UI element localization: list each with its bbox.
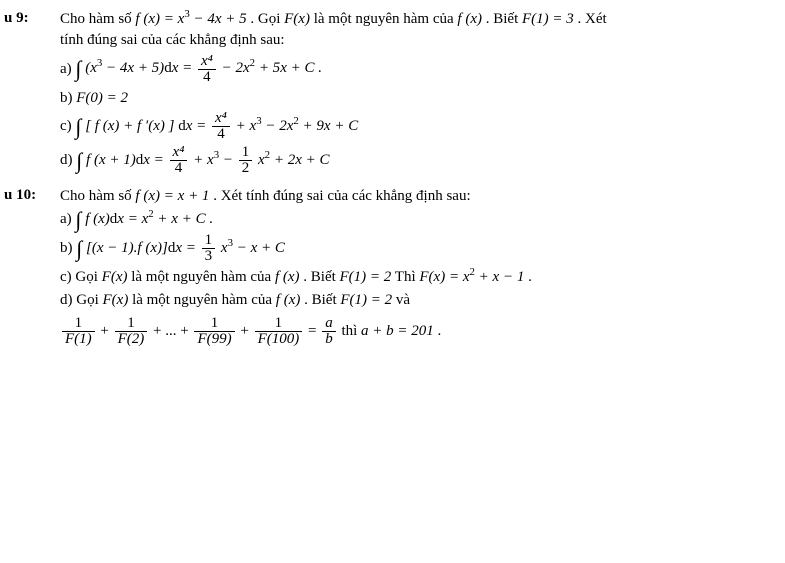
text: .: [528, 269, 532, 285]
fraction: 1F(100): [255, 316, 303, 347]
fraction: x⁴4: [170, 145, 188, 176]
result: a + b = 201: [361, 323, 434, 339]
equals: =: [308, 323, 320, 339]
q10-option-d-line1: d) Gọi F(x) là một nguyên hàm của f (x) …: [60, 290, 773, 310]
text: . Xét tính đúng sai của các khẳng định s…: [213, 188, 470, 204]
expr: f (x)dx = x2 + x + C .: [85, 211, 213, 227]
f-of-1: F(1) = 2: [340, 269, 392, 285]
label: b): [60, 90, 76, 106]
label: a): [60, 211, 75, 227]
text: là một nguyên hàm của: [314, 11, 458, 27]
big-f-of-x: F(x): [284, 11, 310, 27]
plus: +: [100, 323, 112, 339]
f-of-x: f (x): [457, 11, 482, 27]
q9-body: Cho hàm số f (x) = x3 − 4x + 5 . Gọi F(x…: [60, 8, 773, 179]
expr: f (x + 1)dx =: [86, 152, 168, 168]
f-of-1: F(1) = 3: [522, 11, 574, 27]
fraction: ab: [322, 316, 336, 347]
fraction: 12: [239, 145, 253, 176]
text: .: [438, 323, 442, 339]
q9-option-c: c) ∫ [ f (x) + f ′(x) ] dx = x⁴4 + x3 − …: [60, 111, 773, 142]
expr: + x3 − 2x2 + 9x + C: [236, 118, 359, 134]
expr: F(0) = 2: [76, 90, 128, 106]
label: a): [60, 60, 75, 76]
label: d): [60, 152, 76, 168]
plus: +: [240, 323, 252, 339]
text: Cho hàm số: [60, 11, 135, 27]
text: . Xét: [578, 11, 607, 27]
text: là một nguyên hàm của: [131, 269, 275, 285]
integral-icon: ∫: [75, 59, 81, 79]
expr: x2 + 2x + C: [258, 152, 330, 168]
text: thì: [341, 323, 361, 339]
integral-icon: ∫: [75, 210, 81, 230]
integral-icon: ∫: [76, 151, 82, 171]
text: . Biết: [486, 11, 522, 27]
q9-prompt-line2: tính đúng sai của các khẳng định sau:: [60, 30, 773, 50]
text: Cho hàm số: [60, 188, 135, 204]
f-of-x: f (x): [276, 292, 301, 308]
q9-option-d: d) ∫ f (x + 1)dx = x⁴4 + x3 − 12 x2 + 2x…: [60, 145, 773, 176]
q9-option-a: a) ∫ (x3 − 4x + 5)dx = x⁴4 − 2x2 + 5x + …: [60, 54, 773, 85]
text: . Biết: [304, 292, 340, 308]
q10-prompt: Cho hàm số f (x) = x + 1 . Xét tính đúng…: [60, 186, 773, 206]
fraction: x⁴4: [198, 54, 216, 85]
fraction: 1F(1): [62, 316, 95, 347]
expr: x3 − x + C: [221, 240, 285, 256]
text: . Gọi: [250, 11, 284, 27]
expr: (x3 − 4x + 5)dx =: [85, 60, 196, 76]
text: Thì: [395, 269, 420, 285]
q9-option-b: b) F(0) = 2: [60, 88, 773, 108]
page: u 9: Cho hàm số f (x) = x3 − 4x + 5 . Gọ…: [0, 0, 785, 360]
fraction: 1F(2): [115, 316, 148, 347]
question-10: u 10: Cho hàm số f (x) = x + 1 . Xét tín…: [0, 185, 773, 351]
expr: [(x − 1).f (x)]dx =: [86, 240, 200, 256]
fraction: 1F(99): [194, 316, 234, 347]
f-of-x: f (x) = x + 1: [135, 188, 209, 204]
q10-body: Cho hàm số f (x) = x + 1 . Xét tính đúng…: [60, 185, 773, 351]
f-of-x: f (x) = x3 − 4x + 5: [135, 11, 246, 27]
expr: + x3 −: [193, 152, 237, 168]
fraction: x⁴4: [212, 111, 230, 142]
f-of-x: f (x): [275, 269, 300, 285]
big-f-of-x: F(x): [102, 269, 128, 285]
label: b): [60, 240, 76, 256]
q10-option-a: a) ∫ f (x)dx = x2 + x + C .: [60, 209, 773, 230]
label: c) Gọi: [60, 269, 102, 285]
ellipsis: + ... +: [153, 323, 192, 339]
label: c): [60, 118, 75, 134]
text: . Biết: [303, 269, 339, 285]
label: d) Gọi: [60, 292, 103, 308]
fraction: 13: [202, 233, 216, 264]
result: F(x) = x2 + x − 1: [419, 269, 524, 285]
q9-prompt-line1: Cho hàm số f (x) = x3 − 4x + 5 . Gọi F(x…: [60, 9, 773, 29]
integral-icon: ∫: [76, 239, 82, 259]
expr: − 2x2 + 5x + C .: [222, 60, 322, 76]
question-9: u 9: Cho hàm số f (x) = x3 − 4x + 5 . Gọ…: [0, 8, 773, 179]
text: và: [396, 292, 410, 308]
text: là một nguyên hàm của: [132, 292, 276, 308]
q10-option-d-line2: 1F(1) + 1F(2) + ... + 1F(99) + 1F(100) =…: [60, 316, 773, 347]
q10-option-c: c) Gọi F(x) là một nguyên hàm của f (x) …: [60, 267, 773, 287]
q10-option-b: b) ∫ [(x − 1).f (x)]dx = 13 x3 − x + C: [60, 233, 773, 264]
f-of-1: F(1) = 2: [340, 292, 392, 308]
q10-number: u 10:: [0, 185, 60, 205]
integral-icon: ∫: [75, 117, 81, 137]
expr: [ f (x) + f ′(x) ] dx =: [85, 118, 210, 134]
big-f-of-x: F(x): [103, 292, 129, 308]
q9-number: u 9:: [0, 8, 60, 28]
